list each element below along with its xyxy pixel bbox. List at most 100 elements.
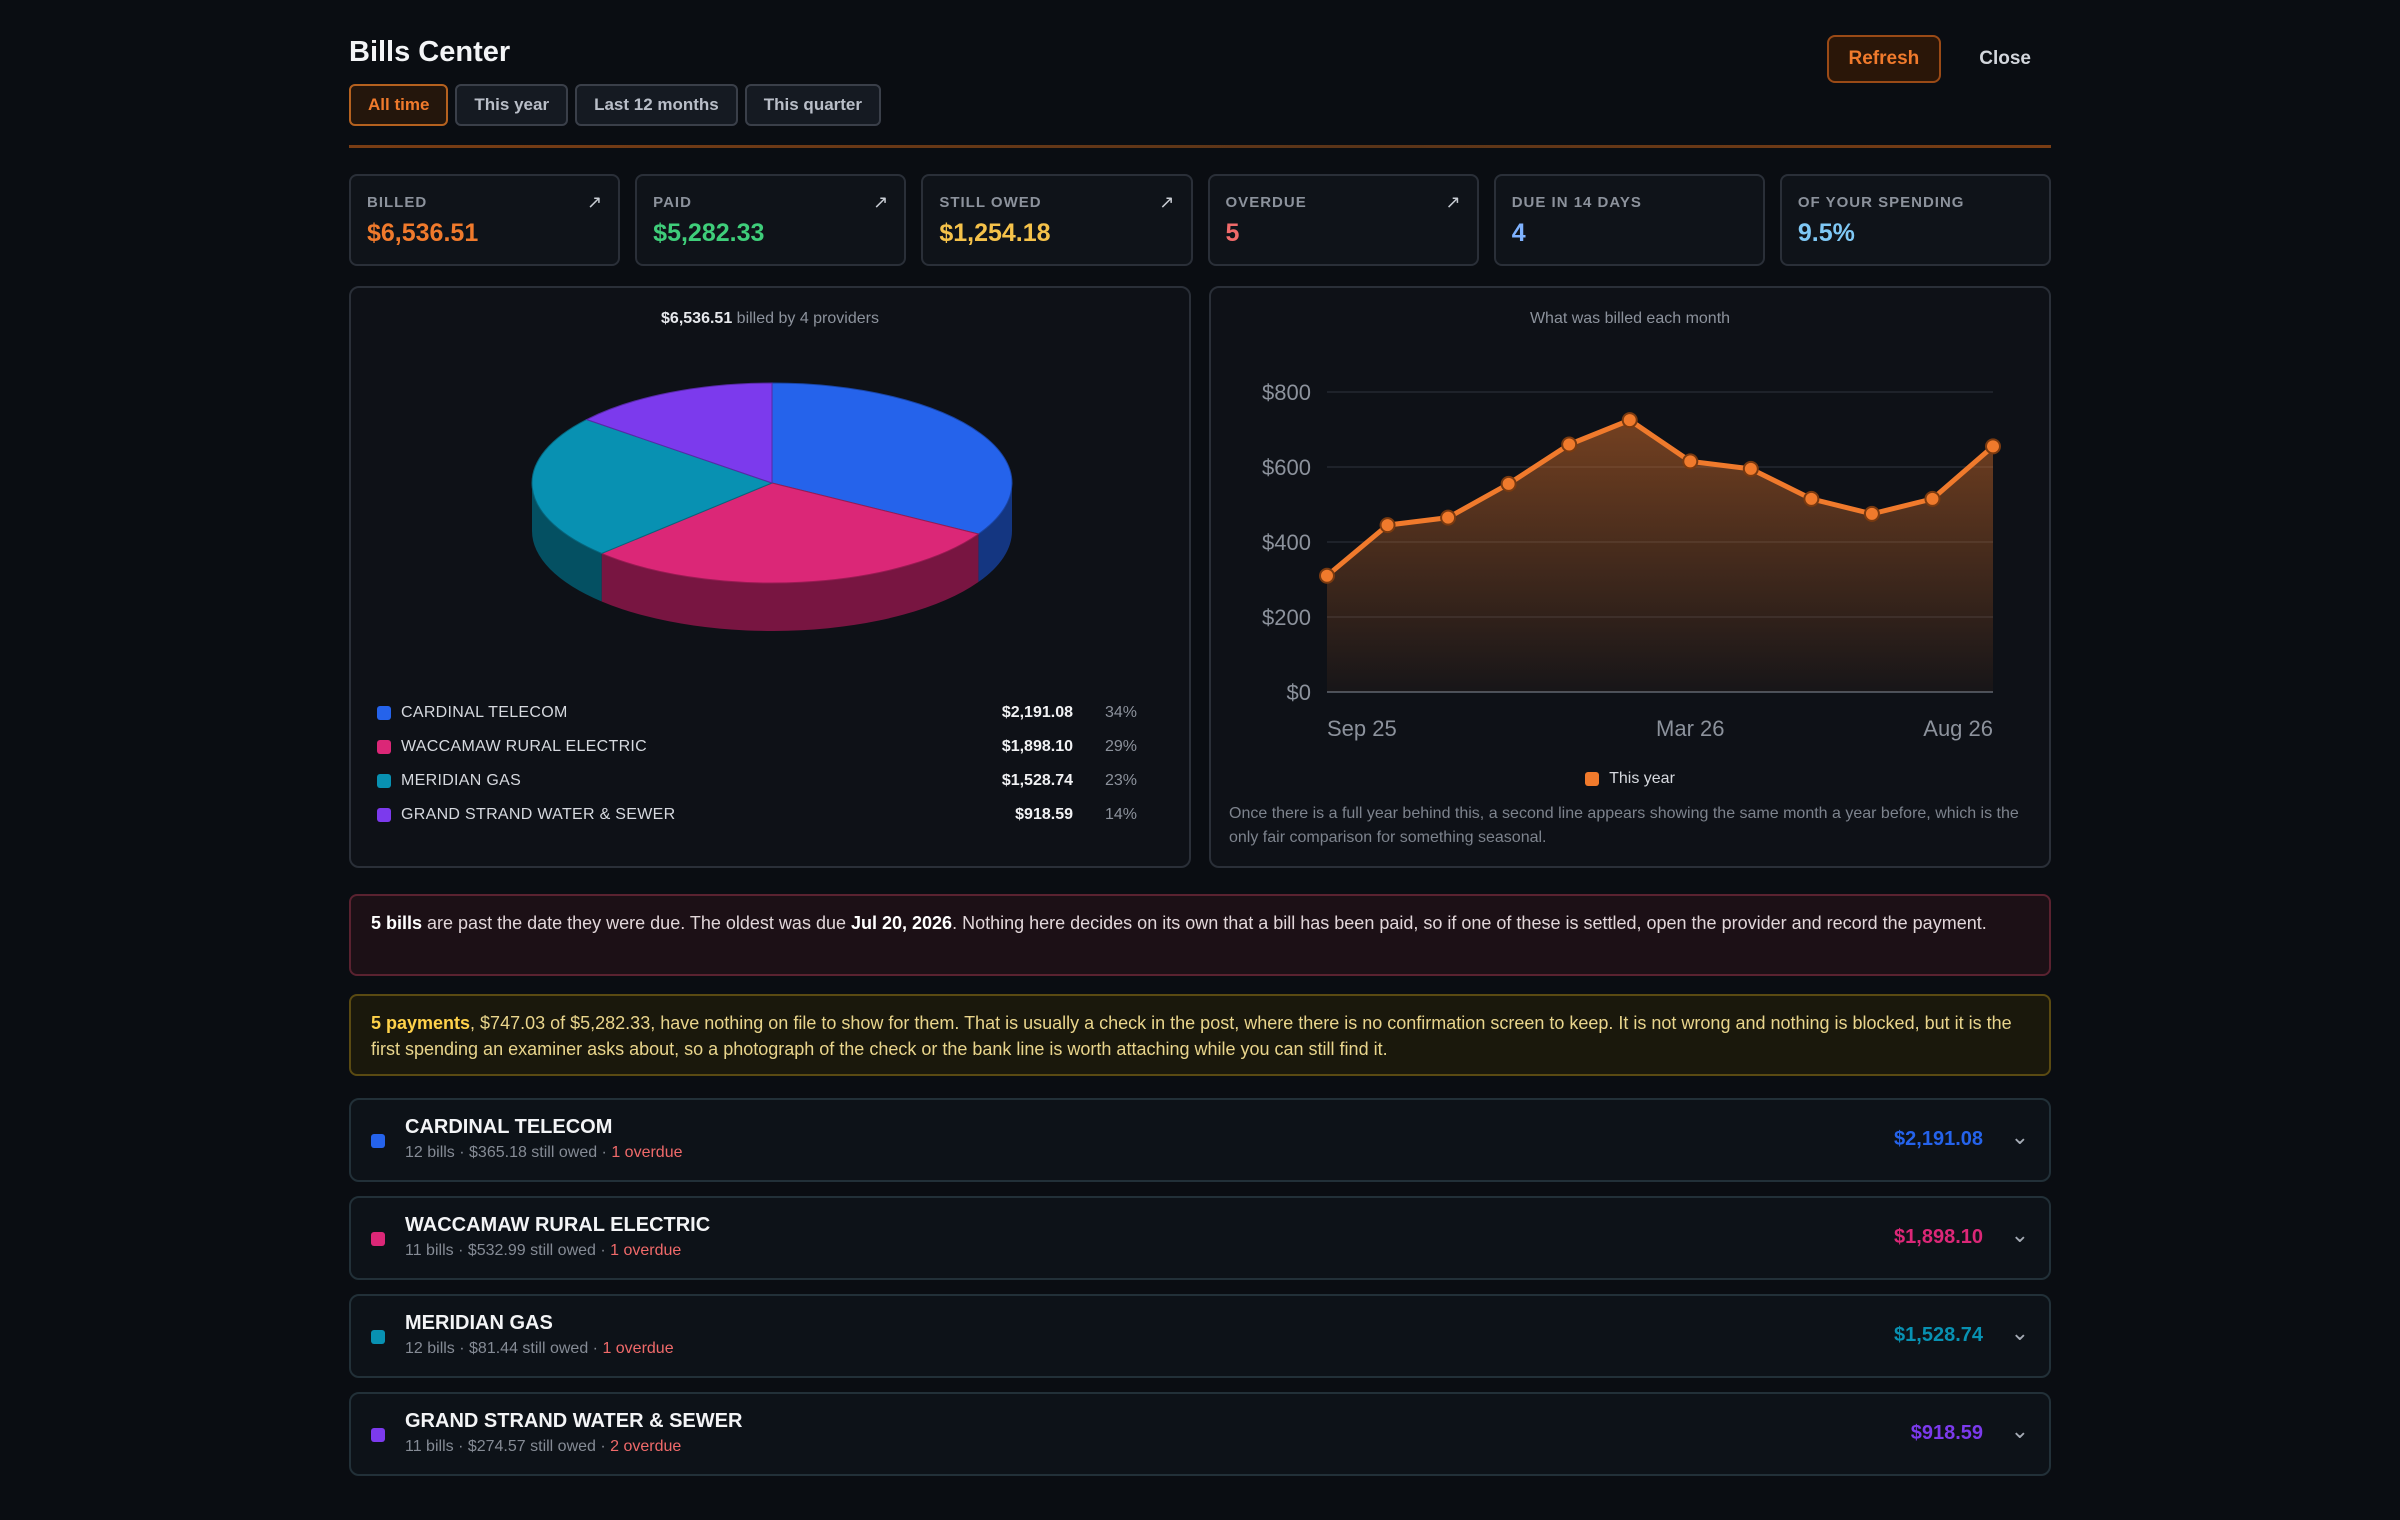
legend-swatch [377,774,391,788]
page-title: Bills Center [349,36,511,68]
data-point[interactable] [1500,475,1517,492]
pie-slice-side [601,534,979,631]
data-point[interactable] [1319,567,1335,584]
provider-color-dot [371,1428,385,1442]
refresh-button[interactable]: Refresh [1826,35,1942,83]
legend-percent: 29% [1104,738,1137,755]
pie-slice-side [532,483,602,602]
period-last-12-months[interactable]: Last 12 months [575,84,738,126]
data-point[interactable] [1803,490,1820,507]
data-point[interactable] [1924,490,1941,507]
overdue-count: 5 bills [371,913,423,933]
provider-row[interactable]: CARDINAL TELECOM 12 bills · $365.18 still… [349,1098,2051,1182]
open-arrow-icon[interactable]: ↗ [587,192,603,212]
stat-label: OF YOUR SPENDING [1797,194,1965,211]
pie-tops [531,382,1013,584]
data-point[interactable] [1682,453,1699,470]
overdue-alert: 5 bills are past the date they were due.… [349,894,2051,976]
open-arrow-icon[interactable]: ↗ [873,192,889,212]
provider-amount: $918.59 [1910,1422,1983,1444]
line-chart: $0 $200 $400 $600 $800 Sep 25 Mar 26 Aug 26 [1262,380,2001,741]
pie-sides [532,483,1012,631]
stat-label: BILLED [367,194,428,211]
header-divider [349,145,2051,148]
stat-value: $1,254.18 [939,219,1051,247]
chevron-down-icon[interactable]: ⌄ [2010,1222,2029,1247]
close-button[interactable]: Close [1959,35,2051,83]
legend-swatch [377,706,391,720]
legend-provider-name: CARDINAL TELECOM [401,704,568,721]
line-legend-label: This year [1609,770,1675,787]
stat-card-of-your-spending: OF YOUR SPENDING 9.5% [1779,174,2052,266]
stat-card-paid[interactable]: PAID $5,282.33 ↗ [635,174,907,266]
header-actions: Refresh Close [1826,35,2052,83]
provider-summary-text: 12 bills · $81.44 still owed · [405,1340,603,1357]
provider-summary: 12 bills · $365.18 still owed · 1 overdu… [405,1144,683,1162]
pie-legend-row: GRAND STRAND WATER & SEWER $918.59 14% [377,798,1137,832]
legend-provider-name: MERIDIAN GAS [401,772,522,789]
chevron-down-icon[interactable]: ⌄ [2010,1418,2029,1443]
provider-row[interactable]: WACCAMAW RURAL ELECTRIC 11 bills · $532.9… [349,1196,2051,1280]
provider-summary-text: 11 bills · $532.99 still owed · [405,1242,611,1259]
x-tick-label: Sep 25 [1327,716,1397,741]
stat-value: 9.5% [1797,219,1855,247]
missing-proof-alert: 5 payments, $747.03 of $5,282.33, have n… [349,994,2051,1076]
legend-amount: $1,528.74 [1001,772,1073,789]
y-tick-label: $800 [1262,380,1311,405]
stat-card-overdue[interactable]: OVERDUE 5 ↗ [1207,174,1479,266]
stat-label: PAID [653,194,692,211]
y-tick-label: $400 [1262,530,1311,555]
provider-name: CARDINAL TELECOM [405,1116,613,1138]
data-point[interactable] [1621,412,1638,429]
stat-value: 5 [1225,219,1240,247]
legend-amount: $1,898.10 [1001,738,1073,755]
area-fill [1327,420,1993,692]
data-point[interactable] [1985,438,2001,455]
period-this-quarter[interactable]: This quarter [744,84,882,126]
provider-name: MERIDIAN GAS [405,1312,553,1334]
overdue-oldest-date: Jul 20, 2026 [850,913,953,933]
pie-slice-grand-strand-water-sewer[interactable] [585,382,773,484]
provider-summary: 12 bills · $81.44 still owed · 1 overdue [405,1340,674,1358]
chevron-down-icon[interactable]: ⌄ [2010,1320,2029,1345]
pie-chart [531,382,1013,631]
provider-color-dot [371,1134,385,1148]
provider-row[interactable]: MERIDIAN GAS 12 bills · $81.44 still owed… [349,1294,2051,1378]
payments-text: , $747.03 of $5,282.33, have nothing on … [371,1013,2012,1059]
data-point[interactable] [1561,436,1578,453]
monthly-billed-panel: What was billed each month $0 $200 $400 $60… [1209,286,2051,868]
series-line [1325,417,1995,578]
bills-center-modal: Bills Center Refresh Close All time This … [349,0,2052,1520]
x-tick-label: Mar 26 [1656,716,1724,741]
open-arrow-icon[interactable]: ↗ [1445,192,1461,212]
data-point[interactable] [1863,505,1880,522]
pie-slice-meridian-gas[interactable] [531,418,774,554]
stat-label: DUE IN 14 DAYS [1511,194,1642,211]
y-tick-label: $0 [1287,680,1311,705]
stat-value: $6,536.51 [367,219,479,247]
legend-swatch [377,740,391,754]
pie-caption-total: $6,536.51 [661,310,733,327]
overdue-text: are past the date they were due. The old… [422,913,851,933]
stat-card-billed[interactable]: BILLED $6,536.51 ↗ [349,174,621,266]
provider-overdue-count: 1 overdue [611,1144,683,1161]
data-point[interactable] [1440,509,1457,526]
data-point[interactable] [1379,517,1396,534]
x-tick-label: Aug 26 [1923,716,1993,741]
pie-legend: CARDINAL TELECOM $2,191.08 34% WACCAMAW RUR… [377,696,1137,832]
provider-amount: $2,191.08 [1894,1128,1983,1150]
chevron-down-icon[interactable]: ⌄ [2010,1124,2029,1149]
pie-slice-cardinal-telecom[interactable] [771,382,1013,535]
period-this-year[interactable]: This year [455,84,569,126]
open-arrow-icon[interactable]: ↗ [1159,192,1175,212]
pie-slice-waccamaw-rural-electric[interactable] [600,482,980,584]
provider-row[interactable]: GRAND STRAND WATER & SEWER 11 bills · $27… [349,1392,2051,1476]
pie-legend-row: MERIDIAN GAS $1,528.74 23% [377,764,1137,798]
provider-overdue-count: 1 overdue [610,1242,682,1259]
line-chart-note: Once there is a full year behind this, a… [1229,805,2019,846]
stat-card-still-owed[interactable]: STILL OWED $1,254.18 ↗ [921,174,1193,266]
data-point[interactable] [1742,460,1759,477]
provider-color-dot [371,1232,385,1246]
legend-swatch [377,808,391,822]
period-all-time[interactable]: All time [349,84,449,126]
